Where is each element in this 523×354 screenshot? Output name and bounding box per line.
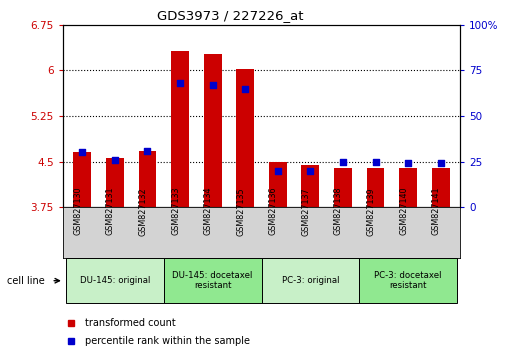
Text: cell line: cell line	[7, 276, 44, 286]
Text: GSM827140: GSM827140	[399, 187, 408, 235]
Text: GSM827137: GSM827137	[301, 187, 310, 235]
Bar	[66, 258, 164, 303]
Point	[209, 82, 217, 88]
Bar	[203, 54, 222, 207]
Text: DU-145: original: DU-145: original	[79, 276, 150, 285]
Text: GSM827134: GSM827134	[203, 187, 213, 235]
Bar	[367, 167, 384, 207]
Bar	[236, 69, 254, 207]
Point	[241, 86, 249, 91]
Text: DU-145: docetaxel
resistant: DU-145: docetaxel resistant	[173, 271, 253, 290]
Bar	[359, 258, 457, 303]
Text: PC-3: original: PC-3: original	[281, 276, 339, 285]
Point	[78, 150, 86, 155]
Text: transformed count: transformed count	[85, 318, 175, 328]
Bar	[106, 159, 124, 207]
Bar	[301, 165, 320, 207]
Text: GSM827131: GSM827131	[106, 187, 115, 235]
Point	[371, 159, 380, 164]
Bar	[262, 258, 359, 303]
Bar	[334, 167, 352, 207]
Bar	[431, 167, 450, 207]
Point	[143, 148, 152, 153]
Point	[339, 159, 347, 164]
Point	[437, 160, 445, 166]
Text: GSM827138: GSM827138	[334, 187, 343, 235]
Point	[111, 157, 119, 162]
Text: GSM827139: GSM827139	[367, 187, 376, 235]
Text: GSM827133: GSM827133	[171, 187, 180, 235]
Bar	[139, 151, 156, 207]
Text: GSM827135: GSM827135	[236, 187, 245, 235]
Text: GSM827132: GSM827132	[139, 187, 147, 235]
Bar	[399, 167, 417, 207]
Bar	[171, 51, 189, 207]
Bar	[164, 258, 262, 303]
Text: GDS3973 / 227226_at: GDS3973 / 227226_at	[157, 9, 303, 22]
Point	[274, 168, 282, 173]
Text: GSM827141: GSM827141	[431, 187, 441, 235]
Text: percentile rank within the sample: percentile rank within the sample	[85, 336, 249, 346]
Bar	[269, 161, 287, 207]
Point	[176, 80, 184, 86]
Point	[306, 168, 314, 173]
Bar	[73, 152, 92, 207]
Text: PC-3: docetaxel
resistant: PC-3: docetaxel resistant	[374, 271, 442, 290]
Text: GSM827130: GSM827130	[73, 187, 82, 235]
Point	[404, 160, 412, 166]
Text: GSM827136: GSM827136	[269, 187, 278, 235]
